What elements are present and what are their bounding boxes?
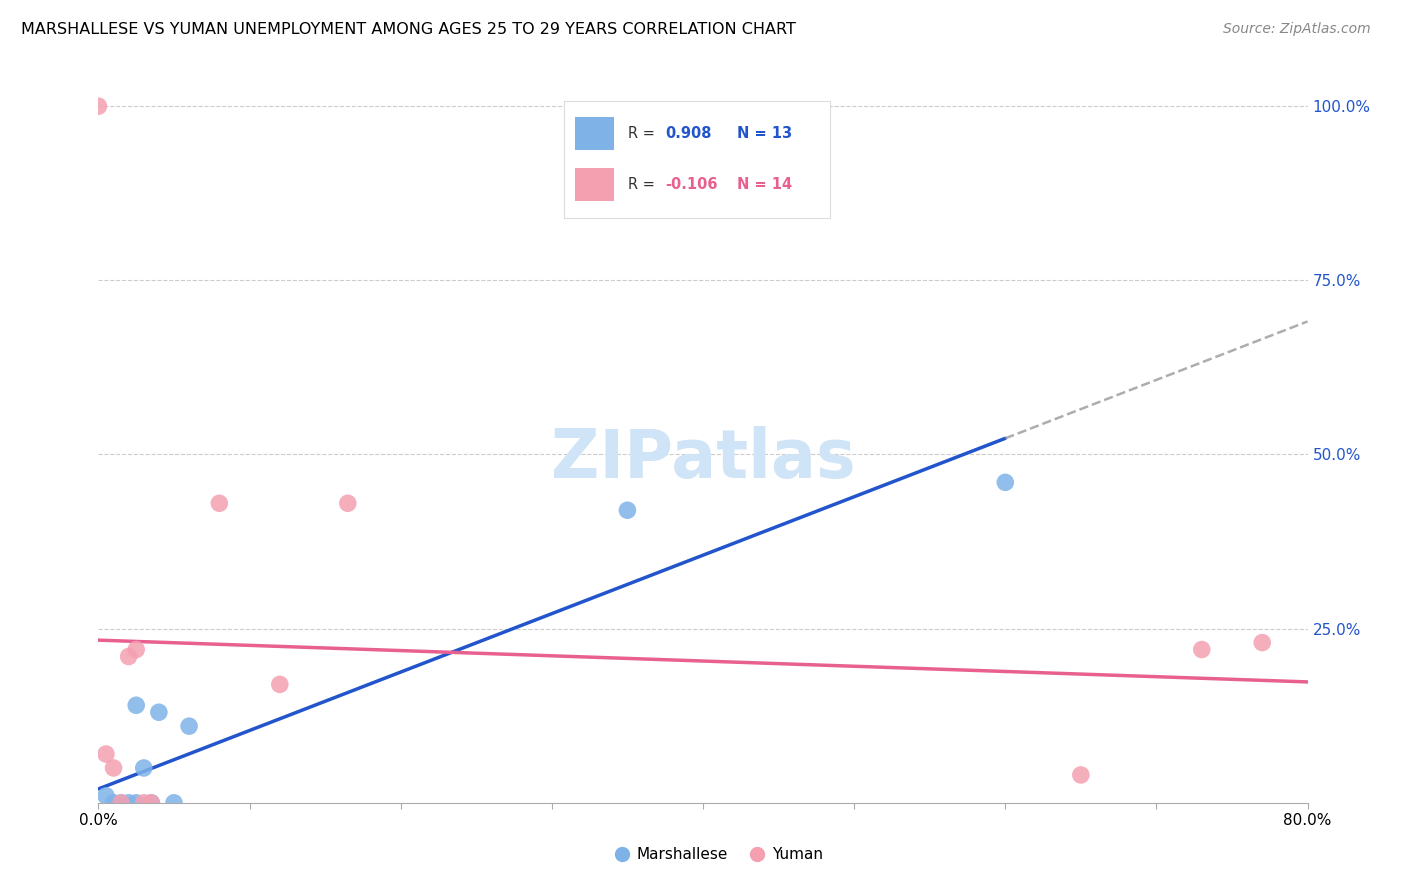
Point (125, 698, 148, 713)
Point (616, 503, 638, 517)
Point (141, 796, 163, 810)
Point (132, 796, 155, 810)
Point (94, 747, 117, 761)
Point (741, 845, 763, 859)
Point (103, 761, 125, 775)
Text: ZIPatlas: ZIPatlas (551, 426, 855, 492)
Point (94, 789, 117, 803)
Point (179, 719, 201, 733)
Point (141, 796, 163, 810)
Text: Yuman: Yuman (772, 847, 823, 862)
Point (336, 496, 359, 510)
Point (118, 796, 141, 810)
Point (269, 677, 291, 691)
Point (110, 796, 132, 810)
Point (118, 649, 141, 664)
Point (163, 796, 186, 810)
Point (911, 845, 934, 859)
Point (1070, 768, 1092, 782)
Point (87, 99, 110, 113)
Text: Source: ZipAtlas.com: Source: ZipAtlas.com (1223, 22, 1371, 37)
Point (110, 796, 132, 810)
Point (132, 761, 155, 775)
Point (1251, 635, 1274, 649)
Text: Marshallese: Marshallese (637, 847, 728, 862)
Text: MARSHALLESE VS YUMAN UNEMPLOYMENT AMONG AGES 25 TO 29 YEARS CORRELATION CHART: MARSHALLESE VS YUMAN UNEMPLOYMENT AMONG … (21, 22, 796, 37)
Point (1191, 642, 1213, 657)
Point (125, 642, 148, 657)
Point (208, 496, 231, 510)
Point (103, 796, 125, 810)
Point (994, 475, 1017, 490)
Point (125, 796, 148, 810)
Point (148, 705, 170, 719)
